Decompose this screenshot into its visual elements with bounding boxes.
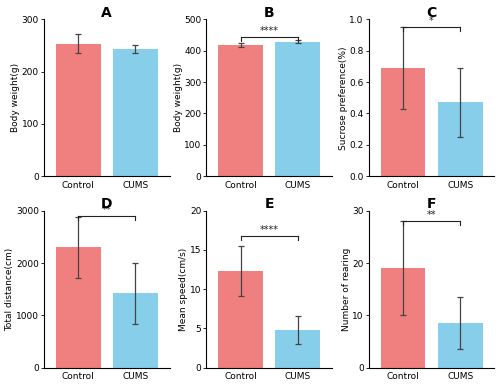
Y-axis label: Body weight(g): Body weight(g) bbox=[174, 63, 182, 132]
Bar bbox=[218, 45, 263, 176]
Title: D: D bbox=[101, 197, 112, 211]
Bar bbox=[276, 42, 320, 176]
Bar bbox=[380, 268, 426, 368]
Y-axis label: Body weight(g): Body weight(g) bbox=[12, 63, 20, 132]
Title: B: B bbox=[264, 5, 274, 20]
Title: A: A bbox=[102, 5, 112, 20]
Title: E: E bbox=[264, 197, 274, 211]
Y-axis label: Total distance(cm): Total distance(cm) bbox=[6, 248, 15, 331]
Y-axis label: Mean speed(cm/s): Mean speed(cm/s) bbox=[180, 248, 188, 331]
Bar bbox=[276, 330, 320, 368]
Title: C: C bbox=[426, 5, 436, 20]
Bar bbox=[113, 293, 158, 368]
Bar bbox=[218, 271, 263, 368]
Bar bbox=[438, 323, 482, 368]
Text: **: ** bbox=[102, 205, 112, 215]
Bar bbox=[56, 44, 100, 176]
Bar bbox=[438, 103, 482, 176]
Text: ****: **** bbox=[260, 26, 278, 36]
Y-axis label: Sucrose preference(%): Sucrose preference(%) bbox=[339, 46, 348, 149]
Bar bbox=[113, 49, 158, 176]
Title: F: F bbox=[427, 197, 436, 211]
Text: *: * bbox=[429, 16, 434, 26]
Text: ****: **** bbox=[260, 225, 278, 235]
Text: **: ** bbox=[427, 211, 436, 221]
Bar bbox=[380, 68, 426, 176]
Bar bbox=[56, 247, 100, 368]
Y-axis label: Number of rearing: Number of rearing bbox=[342, 247, 351, 331]
